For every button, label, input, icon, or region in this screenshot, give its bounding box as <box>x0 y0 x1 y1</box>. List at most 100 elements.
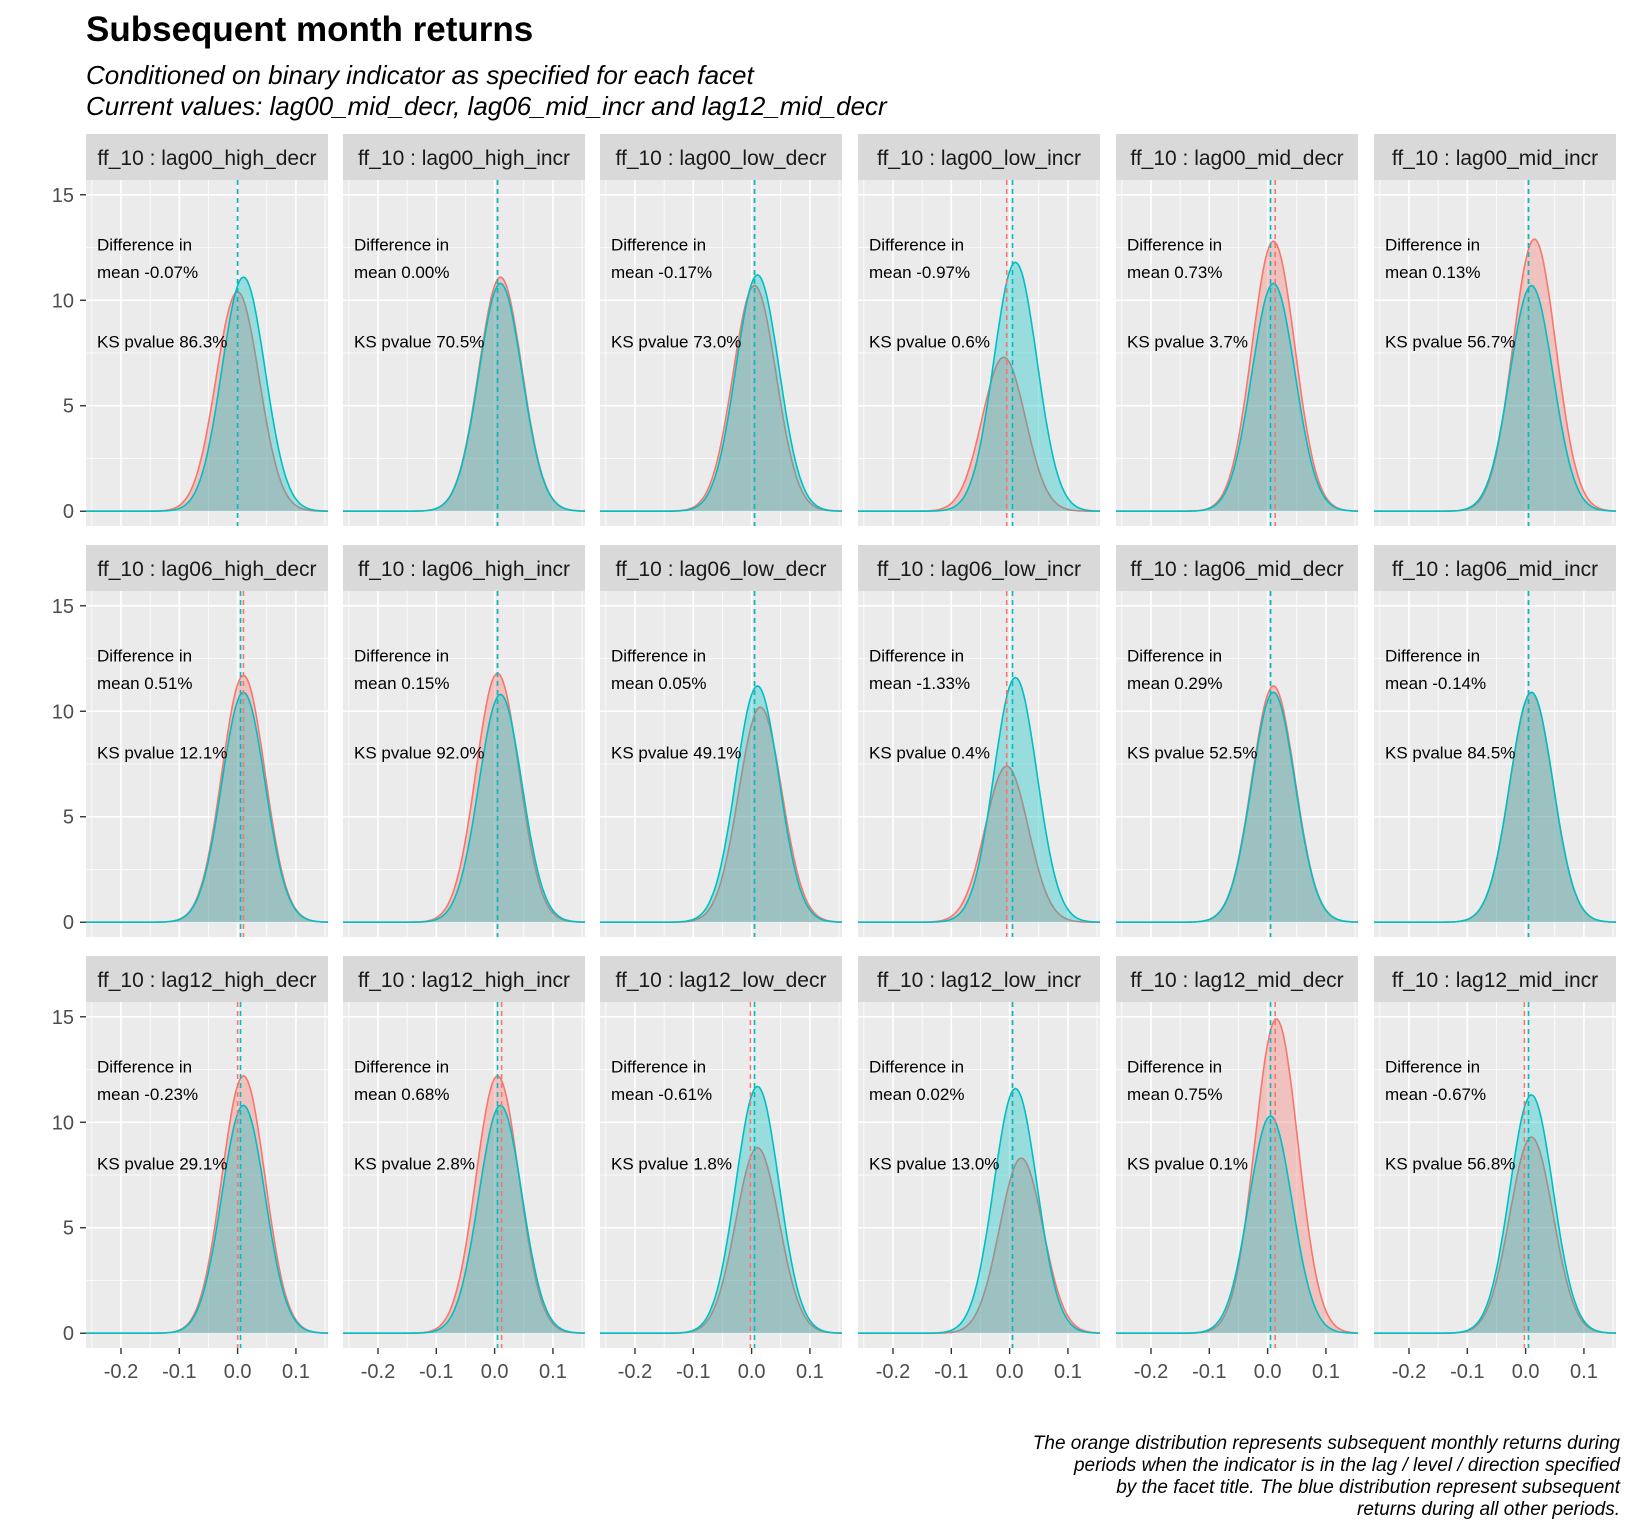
orange-density-area <box>1374 239 1616 512</box>
ks-pvalue-label: KS pvalue 0.6% <box>869 333 990 352</box>
facet-panel: ff_10 : lag12_mid_decr Difference in mean … <box>1116 956 1359 1348</box>
x-tick-label: -0.1 <box>676 1361 710 1383</box>
ks-pvalue-label: KS pvalue 52.5% <box>1127 744 1257 763</box>
chart-caption: The orange distribution represents subse… <box>720 1433 1620 1521</box>
difference-value: mean -1.33% <box>869 674 970 693</box>
facet-strip <box>86 545 328 591</box>
difference-label: Difference in <box>869 236 964 255</box>
blue-density-area <box>343 283 585 512</box>
blue-density-area <box>1116 1116 1358 1334</box>
blue-density-area <box>858 1088 1100 1334</box>
x-tick-label: 0.1 <box>1054 1361 1082 1383</box>
blue-density-area <box>1116 283 1358 512</box>
facet-panel: ff_10 : lag12_low_incr Difference in mean … <box>858 956 1101 1348</box>
facet-strip-label: ff_10 : lag06_high_decr <box>97 558 316 581</box>
x-tick-label: 0.1 <box>796 1361 824 1383</box>
facet-strip <box>343 956 585 1002</box>
orange-density-area <box>1374 692 1616 923</box>
x-tick-label: -0.2 <box>1134 1361 1168 1383</box>
facet-panel: ff_10 : lag00_mid_incr Difference in mean … <box>1374 134 1617 526</box>
x-tick-label: 0.0 <box>1512 1361 1540 1383</box>
facet-panel: ff_10 : lag00_low_incr Difference in mean … <box>858 134 1100 526</box>
blue-density-line <box>86 276 328 512</box>
facet-strip-label: ff_10 : lag12_high_decr <box>97 969 316 992</box>
difference-label: Difference in <box>1127 236 1222 255</box>
facet-strip-label: ff_10 : lag00_low_decr <box>616 147 827 170</box>
blue-density-area <box>858 262 1100 512</box>
y-tick-label: 5 <box>63 1218 74 1240</box>
orange-density-area <box>600 707 842 923</box>
facet-panel: ff_10 : lag06_low_decr Difference in mean … <box>600 545 843 937</box>
blue-density-area <box>1374 1094 1616 1334</box>
x-tick-label: 0.1 <box>539 1361 567 1383</box>
blue-density-area <box>343 1105 585 1334</box>
x-tick-label: 0.0 <box>1254 1361 1282 1383</box>
facet-strip-label: ff_10 : lag06_mid_incr <box>1392 558 1598 581</box>
orange-density-area <box>858 766 1100 923</box>
facet-strip <box>343 545 585 591</box>
x-tick-label: 0.1 <box>282 1361 310 1383</box>
orange-density-area <box>1116 1019 1358 1334</box>
facet-strip-label: ff_10 : lag12_mid_decr <box>1130 969 1343 992</box>
blue-density-line <box>1374 1093 1616 1334</box>
facet-strip-label: ff_10 : lag06_low_incr <box>877 558 1081 581</box>
blue-density-area <box>86 692 328 923</box>
facet-strip <box>858 545 1100 591</box>
blue-density-line <box>86 691 328 923</box>
ks-pvalue-label: KS pvalue 12.1% <box>97 744 227 763</box>
blue-density-line <box>343 282 585 512</box>
orange-density-area <box>343 673 585 923</box>
facet-panel: ff_10 : lag12_low_decr Difference in mean … <box>600 956 842 1348</box>
x-tick-label: 0.0 <box>224 1361 252 1383</box>
difference-value: mean -0.14% <box>1385 674 1486 693</box>
facet-strip <box>1116 134 1358 180</box>
blue-density-area <box>86 1105 328 1334</box>
blue-density-line <box>600 273 842 512</box>
difference-label: Difference in <box>869 1058 964 1077</box>
blue-density-area <box>86 277 328 512</box>
facet-strip <box>1116 545 1358 591</box>
difference-label: Difference in <box>1127 1058 1222 1077</box>
blue-density-area <box>600 1086 842 1334</box>
blue-density-area <box>600 274 842 512</box>
facet-strip <box>86 134 328 180</box>
blue-density-line <box>1116 282 1358 512</box>
facet-panel: ff_10 : lag00_high_incr Difference in mean… <box>343 134 585 526</box>
ks-pvalue-label: KS pvalue 0.1% <box>1127 1155 1248 1174</box>
difference-label: Difference in <box>1127 647 1222 666</box>
facet-strip <box>600 545 842 591</box>
y-tick-label: 0 <box>63 501 74 523</box>
difference-label: Difference in <box>1385 236 1480 255</box>
caption-line: returns during all other periods. <box>1357 1499 1620 1520</box>
blue-density-line <box>858 676 1100 923</box>
y-tick-label: 0 <box>63 912 74 934</box>
blue-density-line <box>343 1104 585 1334</box>
x-tick-label: -0.1 <box>1192 1361 1226 1383</box>
difference-label: Difference in <box>97 647 192 666</box>
facet-strip-label: ff_10 : lag00_low_incr <box>877 147 1081 170</box>
orange-density-area <box>1116 685 1358 923</box>
difference-label: Difference in <box>869 647 964 666</box>
facet-strip-label: ff_10 : lag00_high_decr <box>97 147 316 170</box>
chart-subtitle-line-1: Conditioned on binary indicator as speci… <box>86 60 754 90</box>
difference-value: mean 0.15% <box>354 674 449 693</box>
facet-strip <box>600 134 842 180</box>
difference-value: mean 0.73% <box>1127 263 1222 282</box>
difference-value: mean -0.23% <box>97 1085 198 1104</box>
orange-density-area <box>1116 241 1358 512</box>
difference-value: mean -0.17% <box>611 263 712 282</box>
x-tick-label: -0.2 <box>618 1361 652 1383</box>
difference-label: Difference in <box>1385 647 1480 666</box>
y-tick-label: 0 <box>63 1323 74 1345</box>
ks-pvalue-label: KS pvalue 56.7% <box>1385 333 1515 352</box>
y-tick-label: 15 <box>52 596 74 618</box>
blue-density-line <box>600 1085 842 1334</box>
facet-panel: ff_10 : lag12_high_decr Difference in mean… <box>86 956 328 1348</box>
difference-value: mean 0.02% <box>869 1085 964 1104</box>
difference-value: mean 0.75% <box>1127 1085 1222 1104</box>
blue-density-area <box>1374 692 1616 923</box>
facet-strip <box>1374 545 1616 591</box>
x-tick-label: -0.1 <box>1450 1361 1484 1383</box>
ks-pvalue-label: KS pvalue 49.1% <box>611 744 741 763</box>
